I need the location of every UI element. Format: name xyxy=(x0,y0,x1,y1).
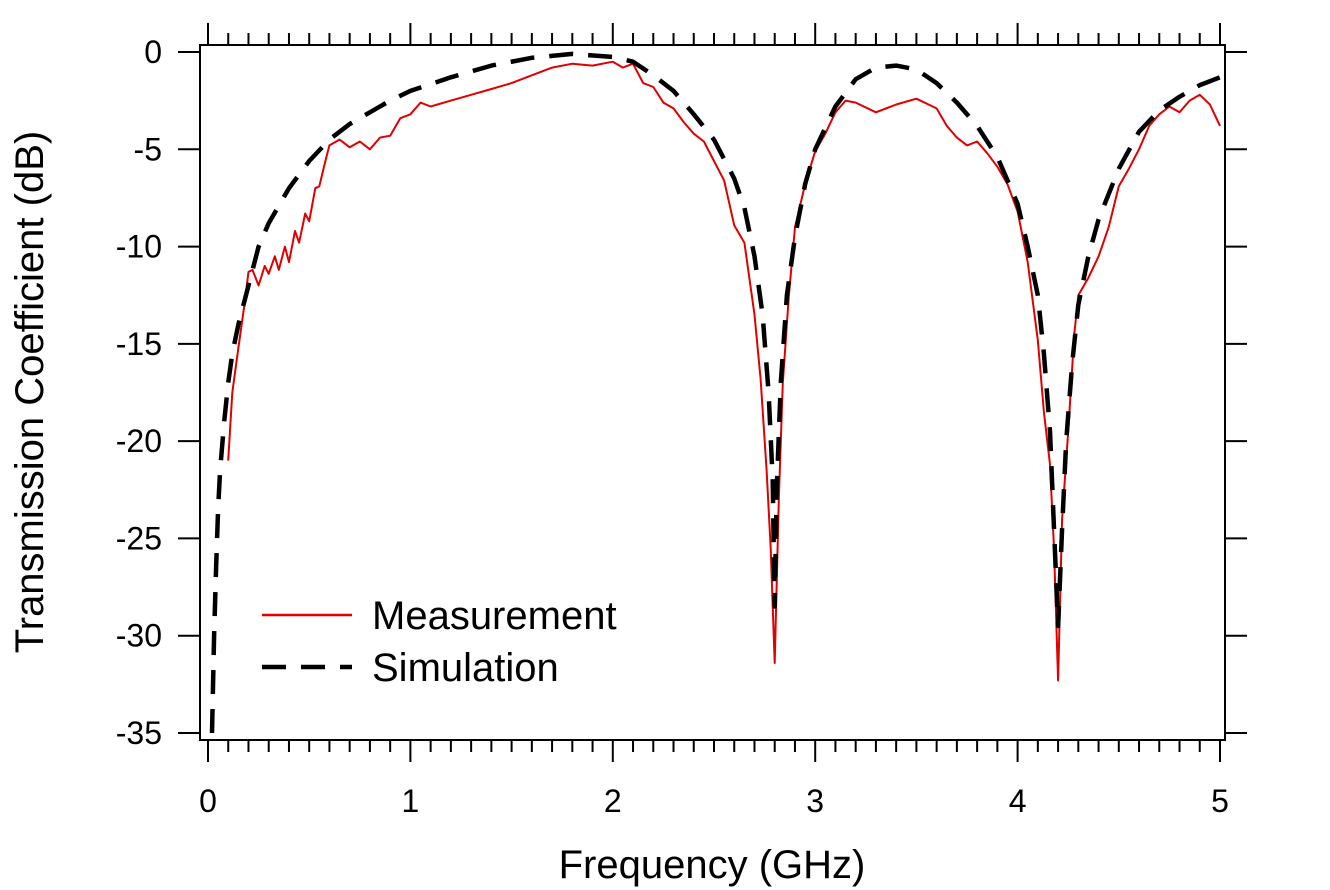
x-tick-label: 5 xyxy=(1211,783,1229,819)
x-axis-title: Frequency (GHz) xyxy=(559,843,866,887)
legend-label-measurement: Measurement xyxy=(372,594,617,638)
y-tick-label: -5 xyxy=(134,131,162,167)
y-axis-title: Transmission Coefficient (dB) xyxy=(8,131,52,653)
axis-ticks xyxy=(178,23,1247,762)
y-tick-label: 0 xyxy=(144,34,162,70)
series-layer xyxy=(209,51,1221,734)
x-tick-label: 1 xyxy=(402,783,420,819)
plot-frame xyxy=(199,44,1226,741)
y-tick-labels: 0 -5 -10 -15 -20 -25 -30 -35 xyxy=(116,34,162,751)
y-tick-label: -15 xyxy=(116,326,162,362)
x-tick-label: 0 xyxy=(199,783,217,819)
legend-label-simulation: Simulation xyxy=(372,646,559,690)
y-tick-label: -35 xyxy=(116,715,162,751)
y-tick-label: -20 xyxy=(116,423,162,459)
y-tick-label: -10 xyxy=(116,229,162,265)
x-tick-label: 3 xyxy=(806,783,824,819)
legend: Measurement Simulation xyxy=(262,594,617,690)
y-tick-label: -25 xyxy=(116,520,162,556)
x-tick-labels: 0 1 2 3 4 5 xyxy=(199,783,1229,819)
y-tick-label: -30 xyxy=(116,618,162,654)
x-tick-label: 4 xyxy=(1009,783,1027,819)
series-line-simulation xyxy=(209,51,1221,734)
x-tick-label: 2 xyxy=(604,783,622,819)
